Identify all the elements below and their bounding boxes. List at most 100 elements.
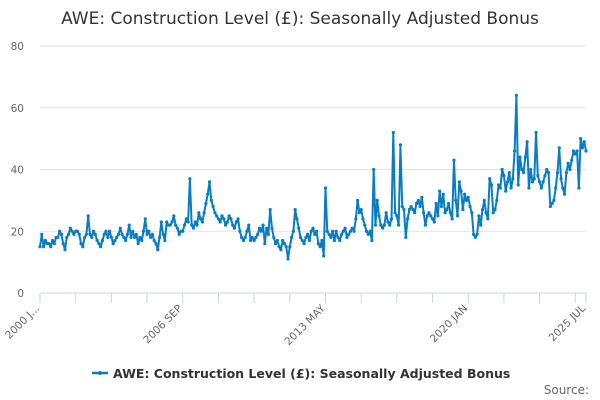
data-point[interactable] — [95, 238, 99, 243]
data-point[interactable] — [341, 229, 345, 233]
data-point[interactable] — [570, 158, 574, 162]
data-point[interactable] — [195, 223, 199, 227]
data-point[interactable] — [554, 186, 558, 190]
data-point[interactable] — [350, 226, 354, 230]
data-point[interactable] — [266, 232, 270, 236]
data-point[interactable] — [418, 204, 422, 209]
data-point[interactable] — [232, 226, 237, 230]
data-point[interactable] — [286, 257, 290, 261]
data-point[interactable] — [434, 201, 438, 206]
data-point[interactable] — [159, 220, 163, 224]
data-point[interactable] — [102, 232, 106, 236]
data-point[interactable] — [172, 214, 176, 218]
data-point[interactable] — [222, 217, 226, 221]
data-point[interactable] — [582, 140, 586, 144]
data-point[interactable] — [530, 180, 535, 184]
data-point[interactable] — [306, 232, 310, 236]
data-point[interactable] — [559, 177, 563, 181]
data-point[interactable] — [136, 242, 140, 246]
data-point[interactable] — [541, 180, 545, 184]
data-point[interactable] — [345, 235, 349, 240]
data-point[interactable] — [398, 143, 403, 147]
data-point[interactable] — [304, 235, 308, 240]
data-point[interactable] — [302, 242, 306, 246]
data-point[interactable] — [118, 226, 122, 230]
data-point[interactable] — [543, 174, 547, 178]
data-point[interactable] — [432, 220, 436, 224]
data-point[interactable] — [84, 232, 88, 236]
data-point[interactable] — [240, 235, 244, 240]
data-point[interactable] — [561, 186, 565, 190]
data-point[interactable] — [116, 232, 121, 236]
data-point[interactable] — [459, 189, 463, 193]
data-point[interactable] — [209, 198, 213, 202]
data-point[interactable] — [571, 149, 576, 153]
data-point[interactable] — [298, 235, 303, 240]
data-point[interactable] — [439, 204, 444, 209]
data-point[interactable] — [40, 232, 44, 236]
data-point[interactable] — [457, 180, 461, 184]
data-point[interactable] — [150, 232, 155, 236]
data-point[interactable] — [564, 170, 568, 175]
data-point[interactable] — [529, 167, 533, 172]
data-point[interactable] — [548, 204, 552, 209]
data-point[interactable] — [488, 177, 492, 181]
data-point[interactable] — [393, 211, 397, 215]
data-point[interactable] — [375, 198, 379, 202]
data-point[interactable] — [77, 232, 81, 236]
data-point[interactable] — [245, 229, 249, 233]
legend-item[interactable]: AWE: Construction Level (£): Seasonally … — [92, 366, 510, 381]
data-point[interactable] — [300, 238, 304, 243]
data-point[interactable] — [427, 211, 431, 215]
data-point[interactable] — [215, 214, 219, 218]
data-point[interactable] — [156, 248, 160, 252]
data-point[interactable] — [347, 232, 351, 236]
data-point[interactable] — [505, 180, 510, 184]
data-point[interactable] — [452, 158, 456, 162]
data-point[interactable] — [514, 93, 519, 97]
data-point[interactable] — [238, 229, 242, 233]
data-point[interactable] — [395, 214, 399, 218]
data-point[interactable] — [141, 229, 146, 233]
data-point[interactable] — [464, 198, 469, 202]
data-point[interactable] — [579, 137, 583, 141]
data-point[interactable] — [170, 220, 174, 224]
data-point[interactable] — [354, 217, 358, 221]
data-point[interactable] — [259, 229, 263, 233]
data-point[interactable] — [361, 217, 365, 221]
data-point[interactable] — [229, 217, 233, 221]
data-point[interactable] — [295, 217, 299, 221]
data-point[interactable] — [538, 180, 542, 184]
data-point[interactable] — [534, 130, 538, 135]
data-point[interactable] — [281, 238, 285, 243]
data-point[interactable] — [49, 245, 53, 249]
data-point[interactable] — [157, 235, 162, 240]
data-point[interactable] — [573, 152, 577, 156]
data-point[interactable] — [466, 195, 470, 199]
data-point[interactable] — [480, 208, 485, 212]
data-point[interactable] — [407, 208, 411, 212]
data-point[interactable] — [202, 211, 206, 215]
data-point[interactable] — [241, 238, 246, 243]
data-point[interactable] — [479, 223, 483, 227]
data-point[interactable] — [257, 226, 262, 230]
data-point[interactable] — [106, 235, 110, 240]
data-point[interactable] — [147, 229, 151, 233]
data-point[interactable] — [218, 220, 222, 224]
data-point[interactable] — [545, 167, 549, 172]
data-point[interactable] — [43, 238, 47, 243]
data-point[interactable] — [521, 170, 526, 175]
data-point[interactable] — [343, 226, 347, 230]
data-point[interactable] — [107, 229, 112, 233]
data-point[interactable] — [41, 245, 46, 249]
data-point[interactable] — [109, 235, 113, 240]
data-point[interactable] — [132, 235, 137, 240]
data-point[interactable] — [211, 204, 215, 209]
data-point[interactable] — [454, 198, 458, 202]
data-point[interactable] — [182, 223, 187, 227]
data-point[interactable] — [125, 232, 130, 236]
data-point[interactable] — [363, 223, 367, 227]
data-point[interactable] — [293, 208, 297, 212]
data-point[interactable] — [498, 186, 502, 190]
data-point[interactable] — [400, 204, 404, 209]
